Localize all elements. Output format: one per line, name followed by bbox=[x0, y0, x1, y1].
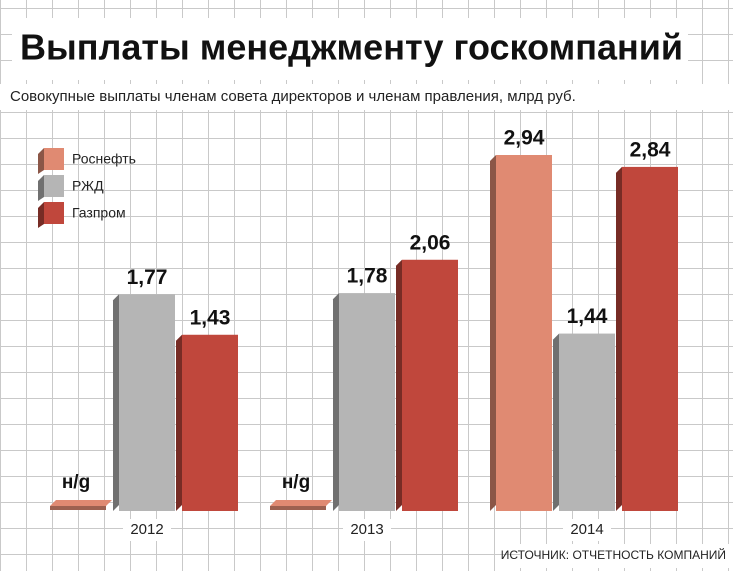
chart-title: Выплаты менеджменту госкомпаний bbox=[20, 27, 683, 68]
bar bbox=[182, 334, 238, 511]
bar bbox=[496, 155, 552, 511]
legend-label: Роснефть bbox=[72, 151, 136, 167]
bar bbox=[559, 333, 615, 511]
category-box bbox=[343, 519, 391, 541]
legend-label: Газпром bbox=[72, 205, 126, 221]
empty-bar-edge bbox=[270, 506, 326, 510]
x-tick-label: 2013 bbox=[350, 521, 383, 538]
bar-side bbox=[553, 333, 559, 511]
legend-swatch bbox=[44, 175, 64, 197]
empty-bar bbox=[50, 500, 112, 506]
bar bbox=[622, 166, 678, 511]
bar-side bbox=[616, 166, 622, 511]
chart-subtitle: Совокупные выплаты членам совета директо… bbox=[10, 88, 576, 105]
legend-label: РЖД bbox=[72, 178, 104, 194]
bar bbox=[402, 259, 458, 511]
subtitle-box bbox=[0, 84, 733, 110]
empty-bar bbox=[270, 500, 332, 506]
bar bbox=[339, 293, 395, 511]
legend-swatch-side bbox=[38, 202, 44, 228]
value-label: 1,44 bbox=[567, 305, 608, 328]
x-tick-label: 2014 bbox=[570, 521, 603, 538]
category-box bbox=[563, 519, 611, 541]
legend-swatch-side bbox=[38, 148, 44, 174]
category-box bbox=[123, 519, 171, 541]
bar bbox=[119, 294, 175, 511]
empty-bar-edge bbox=[50, 506, 106, 510]
value-label: 1,43 bbox=[190, 306, 231, 329]
value-label: 2,84 bbox=[630, 138, 671, 161]
legend-swatch bbox=[44, 148, 64, 170]
source: ИСТОЧНИК: ОТЧЕТНОСТЬ КОМПАНИЙ bbox=[501, 547, 726, 562]
legend-swatch-side bbox=[38, 175, 44, 201]
value-label: 1,78 bbox=[347, 265, 388, 288]
value-label: н/g bbox=[62, 472, 90, 493]
bar-side bbox=[333, 293, 339, 511]
bar-side bbox=[176, 334, 182, 511]
x-tick-label: 2012 bbox=[130, 521, 163, 538]
legend-swatch bbox=[44, 202, 64, 224]
value-label: 2,94 bbox=[504, 127, 545, 150]
title-box bbox=[12, 18, 688, 80]
value-label: 2,06 bbox=[410, 231, 451, 254]
bar-side bbox=[396, 259, 402, 511]
bar-side bbox=[113, 294, 119, 511]
source-box bbox=[520, 544, 733, 568]
bar-side bbox=[490, 155, 496, 511]
value-label: 1,77 bbox=[127, 266, 168, 289]
value-label: н/g bbox=[282, 472, 310, 493]
